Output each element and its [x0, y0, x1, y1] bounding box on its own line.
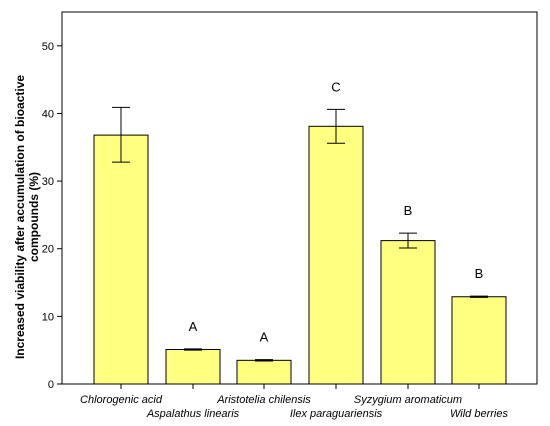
y-axis-label-line-2: compounds (%)	[27, 172, 41, 262]
y-axis-label: Increased viability after accumulation o…	[13, 75, 41, 359]
y-axis-label-line-1: Increased viability after accumulation o…	[13, 75, 27, 359]
category-label: Wild berries	[450, 408, 508, 420]
y-tick-label: 10	[42, 311, 54, 323]
significance-letter: A	[189, 319, 198, 334]
category-label: Aristotelia chilensis	[216, 394, 311, 406]
bar-3	[236, 359, 292, 385]
category-label: Ilex paraguariensis	[290, 408, 383, 420]
y-tick-label: 50	[42, 41, 54, 53]
category-label: Aspalathus linearis	[146, 408, 240, 420]
bar-2	[165, 349, 221, 385]
bar-4	[308, 125, 364, 385]
y-tick-label: 30	[42, 176, 54, 188]
category-label: Syzygium aromaticum	[354, 394, 462, 406]
category-label: Chlorogenic acid	[80, 394, 163, 406]
significance-letter: A	[260, 330, 269, 345]
bar-1	[93, 134, 149, 385]
y-tick-label: 20	[42, 244, 54, 256]
y-tick-label: 0	[48, 379, 54, 391]
bar-5	[380, 240, 436, 385]
bar-6	[451, 296, 507, 385]
significance-letter: B	[475, 266, 484, 281]
y-tick-label: 40	[42, 108, 54, 120]
plot-area: 0 10 20 30 40 50 Chlorogenic acid A Aspalathus l…	[42, 11, 538, 420]
significance-letter: B	[404, 203, 413, 218]
significance-letter: C	[331, 79, 340, 94]
